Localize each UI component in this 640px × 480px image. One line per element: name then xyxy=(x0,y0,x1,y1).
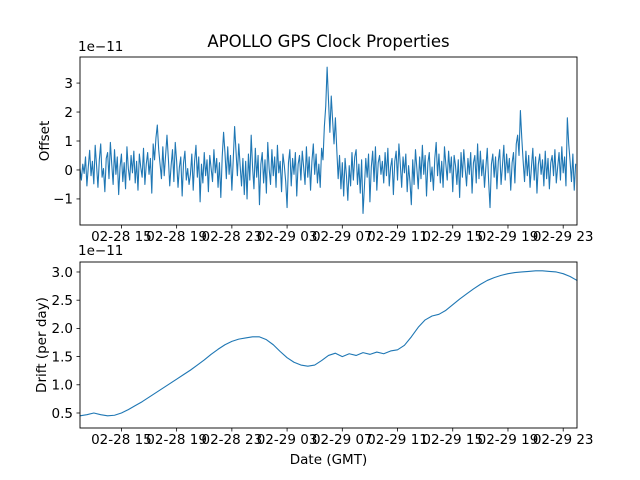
x-tick-label: 02-29 07 xyxy=(312,432,373,448)
drift-plot-line xyxy=(79,270,578,417)
x-tick-label: 02-29 11 xyxy=(367,432,428,448)
x-tick-label: 02-29 19 xyxy=(478,432,539,448)
x-tick-label: 02-28 23 xyxy=(202,432,263,448)
drift-y-axis-label: Drift (per day) xyxy=(34,297,50,393)
y-tick-label: 3 xyxy=(64,76,73,92)
offset-axis-scale-label: 1e−11 xyxy=(78,39,124,55)
chart-title: APOLLO GPS Clock Properties xyxy=(207,32,450,51)
x-tick-label: 02-28 19 xyxy=(146,229,207,245)
offset-plot-spines xyxy=(79,56,578,226)
y-tick-label: 2.0 xyxy=(52,321,73,337)
x-tick-label: 02-29 19 xyxy=(478,229,539,245)
x-tick-label: 02-29 07 xyxy=(312,229,373,245)
x-tick-label: 02-29 15 xyxy=(422,432,483,448)
x-tick-label: 02-28 19 xyxy=(146,432,207,448)
y-tick-label: 1.5 xyxy=(52,349,73,365)
x-tick-label: 02-29 15 xyxy=(422,229,483,245)
drift-plot-spines xyxy=(79,261,578,429)
offset-y-axis-label: Offset xyxy=(37,120,53,162)
y-tick-label: 3.0 xyxy=(52,265,73,281)
x-tick-label: 02-28 23 xyxy=(202,229,263,245)
x-tick-label: 02-29 03 xyxy=(257,229,318,245)
y-tick-label: 1.0 xyxy=(52,378,73,394)
x-tick-label: 02-29 11 xyxy=(367,229,428,245)
y-tick-label: 0 xyxy=(64,163,73,179)
y-tick-label: −1 xyxy=(53,192,73,208)
x-tick-label: 02-29 03 xyxy=(257,432,318,448)
y-tick-label: 1 xyxy=(64,134,73,150)
x-tick-label: 02-28 15 xyxy=(91,229,152,245)
x-tick-label: 02-28 15 xyxy=(91,432,152,448)
y-tick-label: 0.5 xyxy=(52,406,73,422)
y-tick-label: 2 xyxy=(64,105,73,121)
y-tick-label: 2.5 xyxy=(52,293,73,309)
x-tick-label: 02-29 23 xyxy=(533,432,594,448)
offset-plot-line xyxy=(79,66,577,214)
x-tick-label: 02-29 23 xyxy=(533,229,594,245)
x-axis-label: Date (GMT) xyxy=(289,452,368,468)
drift-axis-scale-label: 1e−11 xyxy=(78,243,124,259)
